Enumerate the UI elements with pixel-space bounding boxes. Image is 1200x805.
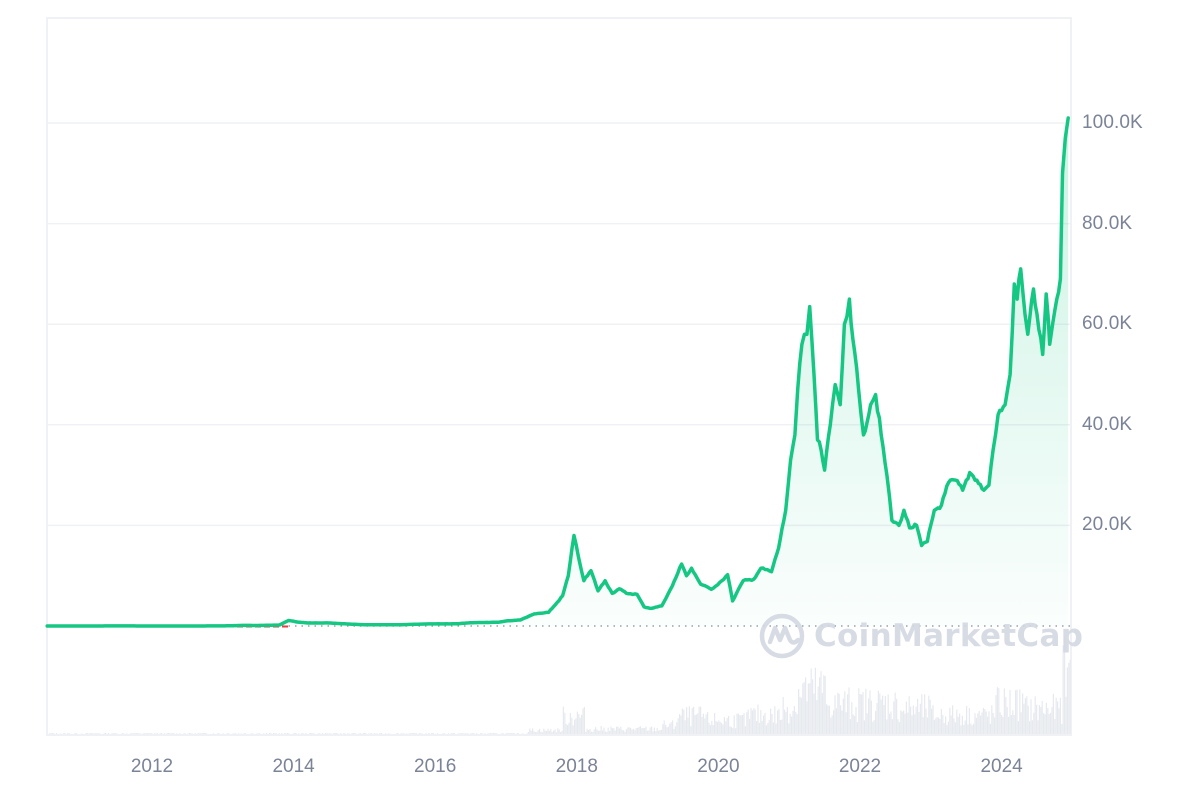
x-tick-label: 2018 (555, 756, 598, 777)
x-tick-label: 2022 (838, 756, 882, 777)
price-area-fill (47, 118, 1069, 626)
plot-frame (46, 17, 1072, 736)
y-tick-label: 20.0K (1082, 514, 1133, 536)
watermark: CoinMarketCap (758, 612, 1083, 660)
x-tick-label: 2014 (272, 756, 315, 777)
x-tick-label: 2012 (130, 756, 174, 777)
volume-bars (49, 635, 1071, 734)
watermark-text: CoinMarketCap (814, 618, 1084, 654)
grid-lines (48, 122, 1070, 527)
y-tick-label: 60.0K (1082, 313, 1133, 335)
coinmarketcap-logo-icon (759, 613, 805, 659)
x-tick-label: 2020 (697, 756, 740, 777)
y-tick-label: 80.0K (1082, 212, 1133, 234)
y-tick-label: 40.0K (1082, 413, 1133, 435)
price-line (45, 116, 1070, 628)
x-tick-label: 2016 (414, 756, 457, 777)
x-tick-label: 2024 (980, 756, 1023, 777)
y-tick-label: 100.0K (1082, 112, 1143, 133)
